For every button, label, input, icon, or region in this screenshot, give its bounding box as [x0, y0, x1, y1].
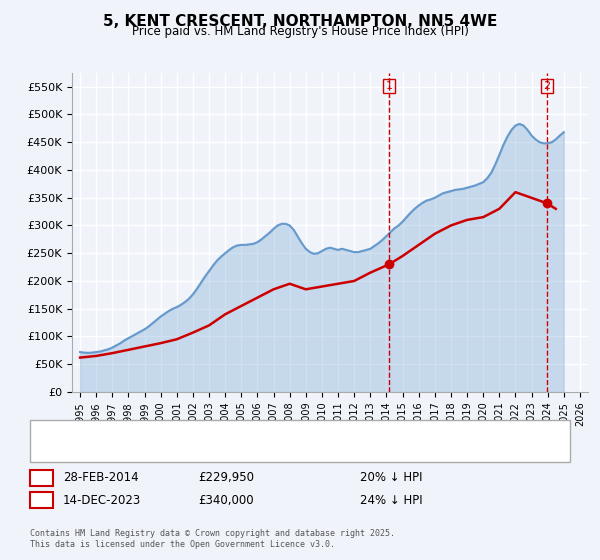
Text: ───: ───	[36, 445, 66, 459]
Text: 28-FEB-2014: 28-FEB-2014	[63, 471, 139, 484]
Text: 5, KENT CRESCENT, NORTHAMPTON, NN5 4WE (detached house): 5, KENT CRESCENT, NORTHAMPTON, NN5 4WE (…	[69, 426, 406, 436]
Text: 2: 2	[544, 81, 550, 91]
Text: £229,950: £229,950	[198, 471, 254, 484]
Text: £340,000: £340,000	[198, 493, 254, 507]
Text: 1: 1	[386, 81, 392, 91]
Text: 24% ↓ HPI: 24% ↓ HPI	[360, 493, 422, 507]
Text: Contains HM Land Registry data © Crown copyright and database right 2025.
This d: Contains HM Land Registry data © Crown c…	[30, 529, 395, 549]
Text: 20% ↓ HPI: 20% ↓ HPI	[360, 471, 422, 484]
Text: 1: 1	[37, 471, 46, 484]
Text: 2: 2	[37, 493, 46, 507]
Text: 14-DEC-2023: 14-DEC-2023	[63, 493, 141, 507]
Text: 5, KENT CRESCENT, NORTHAMPTON, NN5 4WE: 5, KENT CRESCENT, NORTHAMPTON, NN5 4WE	[103, 14, 497, 29]
Text: ───: ───	[36, 423, 66, 437]
Text: HPI: Average price, detached house, West Northamptonshire: HPI: Average price, detached house, West…	[69, 446, 386, 456]
Text: Price paid vs. HM Land Registry's House Price Index (HPI): Price paid vs. HM Land Registry's House …	[131, 25, 469, 38]
